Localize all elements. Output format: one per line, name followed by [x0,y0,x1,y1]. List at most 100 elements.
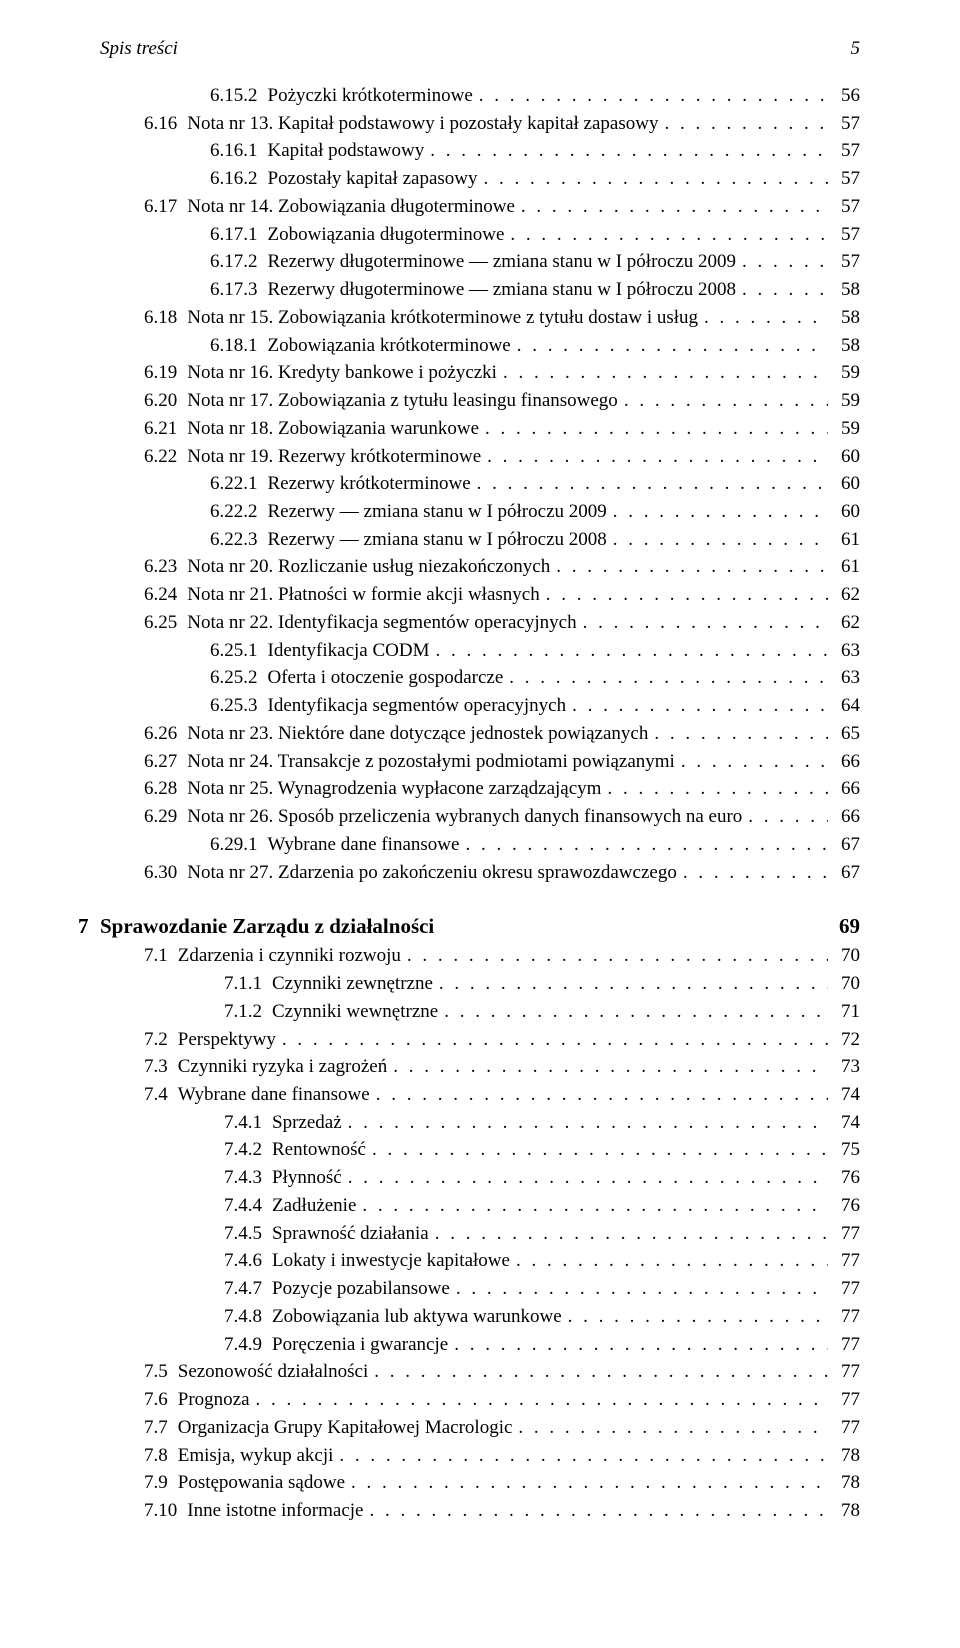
toc-entry: 6.23Nota nr 20. Rozliczanie usług niezak… [100,553,860,581]
toc-entry: 6.21Nota nr 18. Zobowiązania warunkowe. … [100,415,860,443]
toc-label: Organizacja Grupy Kapitałowej Macrologic [178,1414,513,1442]
toc-entry: 7.4.1Sprzedaż. . . . . . . . . . . . . .… [100,1109,860,1137]
toc-number: 7.1 [144,942,168,970]
toc-page: 57 [834,248,860,276]
toc-label: Zobowiązania długoterminowe [268,221,505,249]
toc-page: 62 [834,609,860,637]
toc-label: Nota nr 19. Rezerwy krótkoterminowe [187,443,481,471]
toc-number: 6.15.2 [210,82,258,110]
chapter-label: Sprawozdanie Zarządu z działalności [100,914,434,939]
toc-leader-dots: . . . . . . . . . . . . . . . . . . . . … [624,387,828,415]
chapter-7-heading: 7 Sprawozdanie Zarządu z działalności 69 [100,914,860,939]
toc-page: 76 [834,1164,860,1192]
toc-number: 6.30 [144,859,177,887]
toc-number: 6.22.2 [210,498,258,526]
toc-entry: 7.2Perspektywy. . . . . . . . . . . . . … [100,1026,860,1054]
toc-leader-dots: . . . . . . . . . . . . . . . . . . . . … [583,609,828,637]
toc-entry: 7.7Organizacja Grupy Kapitałowej Macrolo… [100,1414,860,1442]
toc-entry: 6.22.1Rezerwy krótkoterminowe. . . . . .… [100,470,860,498]
toc-number: 6.16.2 [210,165,258,193]
toc-label: Płynność [272,1164,342,1192]
toc-label: Zadłużenie [272,1192,356,1220]
toc-leader-dots: . . . . . . . . . . . . . . . . . . . . … [439,970,828,998]
toc-entry: 6.15.2Pożyczki krótkoterminowe. . . . . … [100,82,860,110]
toc-leader-dots: . . . . . . . . . . . . . . . . . . . . … [372,1136,828,1164]
toc-page: 64 [834,692,860,720]
toc-leader-dots: . . . . . . . . . . . . . . . . . . . . … [487,443,828,471]
toc-label: Rezerwy — zmiana stanu w I półroczu 2009 [268,498,607,526]
toc-label: Identyfikacja segmentów operacyjnych [268,692,567,720]
toc-label: Wybrane dane finansowe [178,1081,370,1109]
toc-leader-dots: . . . . . . . . . . . . . . . . . . . . … [454,1331,828,1359]
toc-page: 78 [834,1497,860,1525]
toc-entry: 6.25.3 Identyfikacja segmentów operacyjny… [100,692,860,720]
toc-page: 59 [834,359,860,387]
toc-page: 67 [834,859,860,887]
toc-page: 78 [834,1469,860,1497]
toc-entry: 7.1.1Czynniki zewnętrzne. . . . . . . . … [100,970,860,998]
toc-entry: 7.4.4Zadłużenie. . . . . . . . . . . . .… [100,1192,860,1220]
toc-page: 77 [834,1414,860,1442]
toc-number: 6.27 [144,748,177,776]
toc-leader-dots: . . . . . . . . . . . . . . . . . . . . … [444,998,828,1026]
toc-page: 60 [834,470,860,498]
toc-entry: 7.8Emisja, wykup akcji. . . . . . . . . … [100,1442,860,1470]
toc-entry: 6.30 Nota nr 27. Zdarzenia po zakończeniu… [100,859,860,887]
toc-label: Zobowiązania krótkoterminowe [268,332,511,360]
toc-leader-dots: . . . . . . . . . . . . . . . . . . . . … [748,803,828,831]
toc-page: 57 [834,137,860,165]
toc-number: 7.4.1 [224,1109,262,1137]
toc-entry: 7.6Prognoza. . . . . . . . . . . . . . .… [100,1386,860,1414]
toc-number: 6.22.1 [210,470,258,498]
toc-entry: 7.1.2Czynniki wewnętrzne. . . . . . . . … [100,998,860,1026]
toc-label: Postępowania sądowe [178,1469,345,1497]
toc-number: 6.16.1 [210,137,258,165]
toc-number: 6.22.3 [210,526,258,554]
toc-page: 77 [834,1358,860,1386]
page: Spis treści 5 6.15.2Pożyczki krótkotermi… [0,0,960,1648]
toc-label: Czynniki ryzyka i zagrożeń [178,1053,387,1081]
toc-page: 56 [834,82,860,110]
toc-page: 57 [834,193,860,221]
toc-entry: 6.29Nota nr 26. Sposób przeliczenia wybr… [100,803,860,831]
toc-number: 6.28 [144,775,177,803]
toc-label: Kapitał podstawowy [268,137,425,165]
toc-leader-dots: . . . . . . . . . . . . . . . . . . . . … [664,110,828,138]
toc-entry: 7.3Czynniki ryzyka i zagrożeń. . . . . .… [100,1053,860,1081]
toc-leader-dots: . . . . . . . . . . . . . . . . . . . . … [477,470,828,498]
toc-page: 77 [834,1247,860,1275]
toc-page: 74 [834,1109,860,1137]
toc-label: Nota nr 27. Zdarzenia po zakończeniu okr… [187,859,677,887]
toc-leader-dots: . . . . . . . . . . . . . . . . . . . . … [742,248,828,276]
toc-leader-dots: . . . . . . . . . . . . . . . . . . . . … [683,859,828,887]
toc-number: 6.20 [144,387,177,415]
toc-number: 6.25 [144,609,177,637]
toc-page: 60 [834,443,860,471]
toc-entry: 7.4.3Płynność. . . . . . . . . . . . . .… [100,1164,860,1192]
toc-number: 6.25.3 [210,692,258,720]
toc-number: 6.26 [144,720,177,748]
toc-leader-dots: . . . . . . . . . . . . . . . . . . . . … [742,276,828,304]
toc-page: 78 [834,1442,860,1470]
toc-leader-dots: . . . . . . . . . . . . . . . . . . . . … [430,137,828,165]
toc-leader-dots: . . . . . . . . . . . . . . . . . . . . … [485,415,828,443]
toc-label: Czynniki zewnętrzne [272,970,433,998]
toc-number: 6.18 [144,304,177,332]
toc-entry: 7.4.8Zobowiązania lub aktywa warunkowe. … [100,1303,860,1331]
toc-leader-dots: . . . . . . . . . . . . . . . . . . . . … [435,637,828,665]
toc-number: 7.4.9 [224,1331,262,1359]
toc-page: 66 [834,748,860,776]
toc-entry: 6.24Nota nr 21. Płatności w formie akcji… [100,581,860,609]
toc-page: 63 [834,637,860,665]
toc-entry: 7.9Postępowania sądowe. . . . . . . . . … [100,1469,860,1497]
toc-label: Rentowność [272,1136,366,1164]
toc-number: 6.19 [144,359,177,387]
toc-entry: 6.18Nota nr 15. Zobowiązania krótkotermi… [100,304,860,332]
toc-entry: 6.25.1Identyfikacja CODM. . . . . . . . … [100,637,860,665]
toc-label: Nota nr 24. Transakcje z pozostałymi pod… [187,748,675,776]
toc-leader-dots: . . . . . . . . . . . . . . . . . . . . … [521,193,828,221]
toc-leader-dots: . . . . . . . . . . . . . . . . . . . . … [556,553,828,581]
toc-section-6: 6.15.2Pożyczki krótkoterminowe. . . . . … [100,82,860,886]
toc-page: 66 [834,775,860,803]
toc-label: Pozostały kapitał zapasowy [268,165,478,193]
